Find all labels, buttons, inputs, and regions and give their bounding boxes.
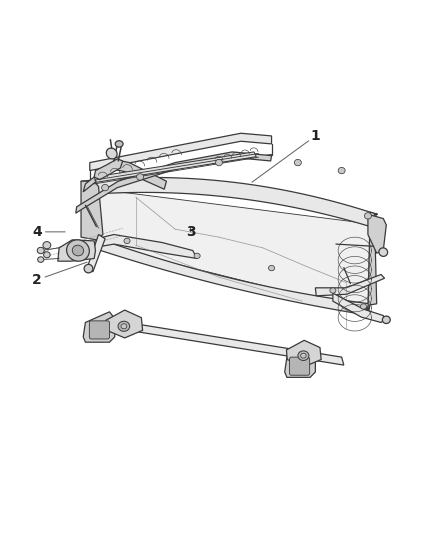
Ellipse shape [268,265,275,271]
Polygon shape [83,160,166,192]
Ellipse shape [298,351,309,360]
Text: 2: 2 [32,273,42,287]
Ellipse shape [37,247,44,254]
Ellipse shape [106,148,117,159]
Polygon shape [102,235,197,259]
Text: 1: 1 [311,129,320,143]
Ellipse shape [72,245,84,256]
Ellipse shape [124,238,130,244]
Ellipse shape [379,248,388,256]
Polygon shape [58,240,95,261]
Polygon shape [76,152,272,213]
Polygon shape [286,340,321,367]
Ellipse shape [43,241,51,249]
Ellipse shape [294,159,301,166]
Polygon shape [127,322,344,365]
Ellipse shape [382,316,390,324]
Ellipse shape [330,288,336,293]
Ellipse shape [121,324,127,329]
Polygon shape [90,133,272,171]
Ellipse shape [215,159,223,166]
Ellipse shape [137,174,144,180]
Polygon shape [94,152,256,182]
Ellipse shape [300,353,306,358]
Ellipse shape [44,252,50,258]
Ellipse shape [360,304,367,309]
Ellipse shape [364,213,371,219]
Polygon shape [285,348,315,377]
Ellipse shape [102,184,109,191]
Polygon shape [81,177,377,227]
Polygon shape [333,293,385,322]
Polygon shape [106,310,143,338]
Polygon shape [94,159,123,180]
Text: 3: 3 [186,225,195,239]
Text: 4: 4 [32,225,42,239]
Ellipse shape [67,240,89,261]
Ellipse shape [84,264,93,273]
Polygon shape [88,235,105,272]
Polygon shape [368,212,378,314]
Polygon shape [94,237,370,314]
Ellipse shape [118,321,130,332]
Polygon shape [315,274,385,296]
Polygon shape [368,214,386,253]
Polygon shape [81,181,103,240]
FancyBboxPatch shape [290,357,310,375]
Ellipse shape [115,141,123,147]
Ellipse shape [38,257,44,262]
Polygon shape [99,189,370,312]
FancyBboxPatch shape [89,321,110,339]
Ellipse shape [194,253,200,259]
Polygon shape [83,312,115,342]
Ellipse shape [338,167,345,174]
